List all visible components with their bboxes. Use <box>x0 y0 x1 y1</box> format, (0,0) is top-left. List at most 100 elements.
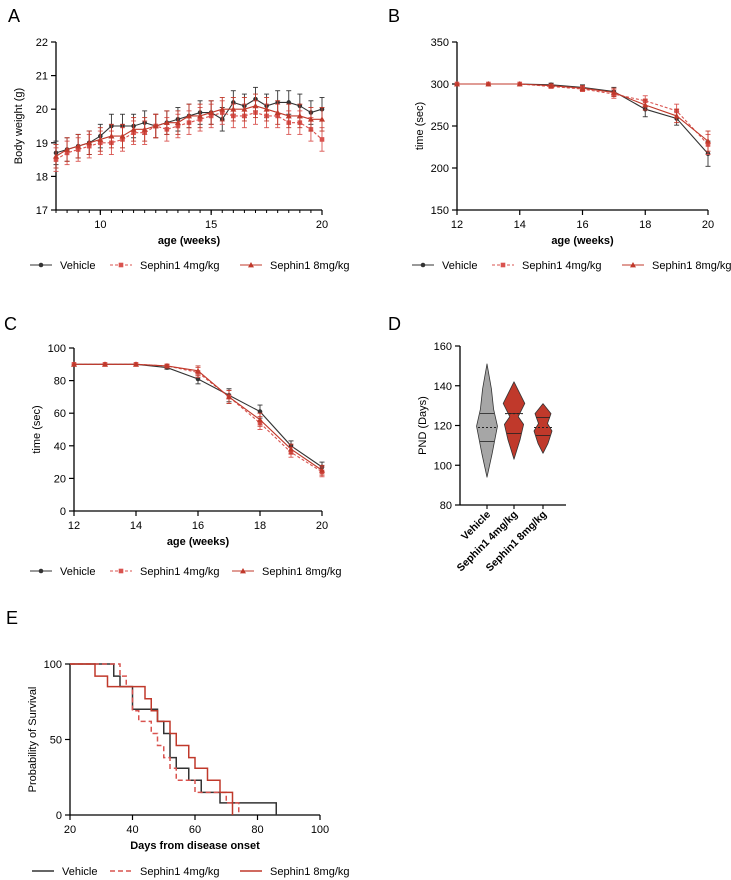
x-tick-label: 60 <box>189 824 201 836</box>
survival-curve <box>70 663 240 815</box>
data-point <box>64 146 71 152</box>
x-tick-label: 20 <box>64 824 76 836</box>
legend-label: Vehicle <box>442 260 477 272</box>
series-line <box>457 83 709 142</box>
y-tick-label: 80 <box>54 376 66 388</box>
data-point <box>248 262 254 268</box>
data-point <box>164 362 170 369</box>
y-axis-label: Probability of Survival <box>27 687 39 793</box>
data-point <box>548 82 555 89</box>
data-point <box>38 262 44 268</box>
x-tick-label: 16 <box>576 219 588 231</box>
legend-label: Vehicle <box>62 866 97 878</box>
series-1 <box>454 81 711 156</box>
data-point <box>263 106 270 112</box>
legend-item: Sephin1 4mg/kg <box>110 866 220 878</box>
data-point <box>130 126 137 132</box>
survival-curve <box>70 663 234 815</box>
data-point <box>97 136 104 142</box>
data-point <box>102 361 108 367</box>
data-point <box>610 89 617 95</box>
data-point <box>642 102 649 108</box>
y-tick-label: 80 <box>440 500 452 512</box>
x-tick-label: 20 <box>702 219 714 231</box>
panel-letter: B <box>388 6 400 26</box>
y-tick-label: 60 <box>54 408 66 420</box>
data-point <box>174 119 181 126</box>
x-tick-label: 14 <box>514 219 526 231</box>
legend-item: Sephin1 8mg/kg <box>232 566 342 578</box>
data-point <box>454 81 460 87</box>
data-point <box>71 361 77 367</box>
data-point <box>75 143 82 149</box>
legend-item: Sephin1 8mg/kg <box>240 866 350 878</box>
x-tick-label: 20 <box>316 520 328 532</box>
legend-item: Vehicle <box>30 566 95 578</box>
legend-label: Sephin1 4mg/kg <box>140 566 220 578</box>
data-point <box>319 137 325 142</box>
x-tick-label: 18 <box>639 219 651 231</box>
legend-label: Sephin1 4mg/kg <box>140 260 220 272</box>
data-point <box>307 116 314 122</box>
x-axis-label: age (weeks) <box>158 235 221 247</box>
data-point <box>118 262 124 268</box>
y-tick-label: 250 <box>431 121 449 133</box>
chart-e: 0 50 100 20 40 60 80 100 Days from disease onset… <box>27 659 350 878</box>
data-point <box>195 367 201 374</box>
x-tick-label: 20 <box>316 219 328 231</box>
data-point <box>152 123 159 129</box>
y-tick-label: 22 <box>36 37 48 49</box>
data-point <box>257 416 263 423</box>
legend-item: Sephin1 4mg/kg <box>110 566 220 578</box>
y-tick-label: 18 <box>36 171 48 183</box>
data-point <box>108 133 115 139</box>
x-tick-label: 80 <box>251 824 263 836</box>
data-point <box>579 85 586 91</box>
legend-item: Vehicle <box>412 260 477 272</box>
x-tick-label: 18 <box>254 520 266 532</box>
data-point <box>286 100 292 105</box>
chart-c: 0 20 40 60 80 100 12 14 16 18 20 age (weeks) time (s… <box>30 343 342 578</box>
data-point <box>252 102 259 109</box>
y-tick-label: 20 <box>36 104 48 116</box>
data-point <box>118 568 124 574</box>
y-tick-label: 40 <box>54 441 66 453</box>
violin <box>502 381 526 460</box>
y-tick-label: 0 <box>60 506 66 518</box>
x-axis-label: age (weeks) <box>167 536 230 548</box>
x-tick-label: 14 <box>130 520 142 532</box>
legend-item: Sephin1 8mg/kg <box>622 260 731 272</box>
y-tick-label: 21 <box>36 71 48 83</box>
data-point <box>288 446 294 452</box>
y-tick-label: 50 <box>50 735 62 747</box>
data-point <box>500 262 506 268</box>
legend-item: Sephin1 8mg/kg <box>240 260 350 272</box>
data-point <box>86 139 93 146</box>
y-tick-label: 200 <box>431 163 449 175</box>
legend-label: Sephin1 4mg/kg <box>522 260 602 272</box>
legend-label: Sephin1 8mg/kg <box>270 260 350 272</box>
y-tick-label: 160 <box>434 341 452 353</box>
x-tick-label: 12 <box>451 219 463 231</box>
data-point <box>420 262 426 268</box>
y-tick-label: 20 <box>54 473 66 485</box>
y-tick-label: 100 <box>48 343 66 355</box>
y-tick-label: 100 <box>434 460 452 472</box>
series-2 <box>454 81 711 152</box>
legend-label: Sephin1 8mg/kg <box>262 566 342 578</box>
series-2 <box>53 93 325 169</box>
data-point <box>197 112 204 119</box>
legend-label: Vehicle <box>60 260 95 272</box>
legend-item: Sephin1 4mg/kg <box>492 260 602 272</box>
panel-letter: A <box>8 6 20 26</box>
x-axis-label: Days from disease onset <box>130 840 260 852</box>
data-point <box>241 106 248 112</box>
legend-label: Sephin1 8mg/kg <box>270 866 350 878</box>
x-tick-label: 15 <box>205 219 217 231</box>
panel-letter: C <box>4 314 17 334</box>
legend-label: Sephin1 8mg/kg <box>652 260 731 272</box>
data-point <box>274 109 281 115</box>
data-point <box>630 262 636 268</box>
legend-item: Vehicle <box>32 866 97 878</box>
